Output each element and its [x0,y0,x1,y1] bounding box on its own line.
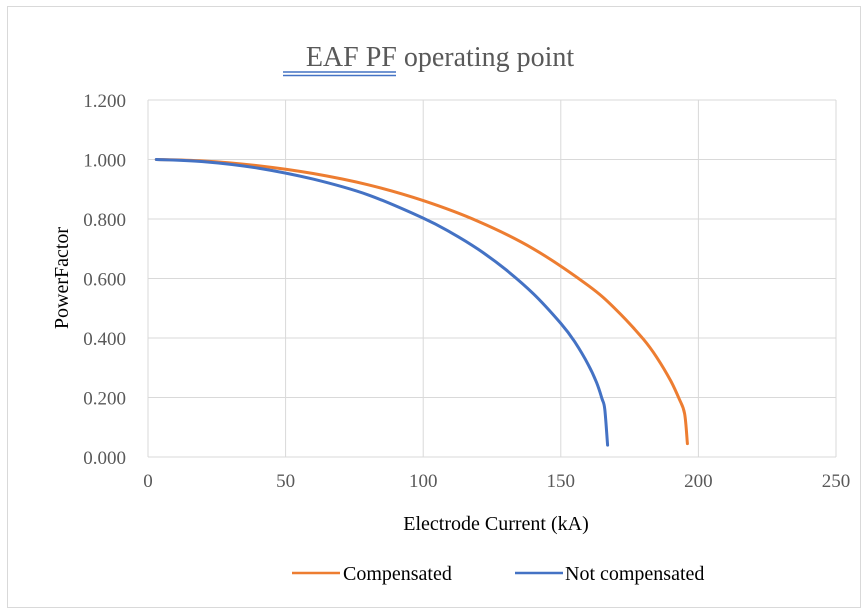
legend-label-compensated: Compensated [343,563,452,585]
y-tick-label: 0.600 [83,270,126,291]
y-tick-label: 0.200 [83,389,126,410]
x-axis-label: Electrode Current (kA) [403,513,588,535]
y-tick-label: 0.800 [83,210,126,231]
y-tick-label: 1.000 [83,151,126,172]
chart-area [7,6,861,608]
y-tick-label: 1.200 [83,91,126,112]
y-tick-label: 0.400 [83,329,126,350]
x-tick-label: 50 [276,471,295,492]
x-tick-label: 150 [547,471,576,492]
series-line-compensated [154,158,689,446]
x-tick-label: 200 [684,471,713,492]
y-tick-label: 0.000 [83,448,126,469]
x-tick-label: 0 [143,471,153,492]
series-lines [154,158,689,447]
chart-title: EAF PF operating point [306,42,575,73]
y-axis-ticks: 0.000 0.200 0.400 0.600 0.800 1.000 1.200 [83,91,126,469]
gridlines [147,99,837,458]
y-axis-label: PowerFactor [51,227,73,330]
legend-label-not-compensated: Not compensated [565,563,704,585]
x-axis-ticks: 0 50 100 150 200 250 [143,471,850,492]
series-line-not-compensated [154,158,610,447]
legend: Compensated Not compensated [292,563,704,585]
x-tick-label: 250 [822,471,851,492]
x-tick-label: 100 [409,471,438,492]
